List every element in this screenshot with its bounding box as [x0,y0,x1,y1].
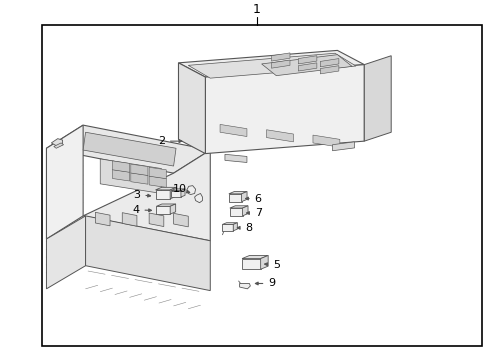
Polygon shape [46,125,210,173]
Text: 2: 2 [158,136,182,146]
Polygon shape [188,53,355,78]
Polygon shape [83,132,176,166]
Polygon shape [320,59,338,67]
Polygon shape [186,186,195,194]
Polygon shape [228,194,241,202]
Polygon shape [233,223,237,231]
Polygon shape [312,135,339,147]
Polygon shape [320,66,338,74]
Polygon shape [155,190,170,199]
Polygon shape [95,212,110,226]
Polygon shape [332,142,354,151]
Polygon shape [220,125,246,136]
Polygon shape [85,216,210,291]
Polygon shape [46,125,83,239]
Polygon shape [130,173,147,184]
Polygon shape [266,130,293,142]
Polygon shape [171,189,184,190]
Polygon shape [112,161,129,172]
Polygon shape [271,60,289,68]
Polygon shape [194,193,202,203]
Polygon shape [46,216,85,289]
Polygon shape [260,256,267,269]
Polygon shape [228,192,246,194]
Polygon shape [130,164,147,175]
Polygon shape [112,170,129,181]
Polygon shape [149,176,166,188]
Text: 6: 6 [245,194,261,204]
Text: 4: 4 [132,205,151,215]
Polygon shape [173,213,188,227]
Text: 7: 7 [246,208,261,218]
Polygon shape [229,208,242,216]
Polygon shape [149,213,163,226]
Polygon shape [155,187,176,190]
Polygon shape [170,187,176,199]
Polygon shape [178,63,205,154]
Polygon shape [83,150,210,241]
Polygon shape [298,56,316,64]
Text: 5: 5 [264,260,279,270]
Polygon shape [261,55,351,76]
Polygon shape [181,189,184,197]
Polygon shape [156,204,175,206]
Polygon shape [241,192,246,202]
Polygon shape [224,154,246,162]
Polygon shape [171,190,181,197]
Polygon shape [242,258,260,269]
Text: 9: 9 [255,279,275,288]
Polygon shape [271,53,289,61]
Polygon shape [51,139,62,147]
Polygon shape [100,159,161,193]
Polygon shape [222,223,237,224]
Polygon shape [156,206,170,214]
Text: 8: 8 [237,222,251,233]
Polygon shape [122,213,137,226]
Polygon shape [170,204,175,214]
Polygon shape [242,206,247,216]
Polygon shape [242,256,267,258]
Polygon shape [205,65,364,154]
Polygon shape [149,167,166,179]
Polygon shape [54,143,63,148]
Polygon shape [298,63,316,71]
Text: 10: 10 [172,184,189,194]
Polygon shape [222,224,233,231]
Polygon shape [239,283,250,289]
Polygon shape [364,56,390,141]
Text: 1: 1 [252,3,260,15]
Polygon shape [178,50,364,77]
Text: 3: 3 [133,189,150,199]
Polygon shape [229,206,247,208]
